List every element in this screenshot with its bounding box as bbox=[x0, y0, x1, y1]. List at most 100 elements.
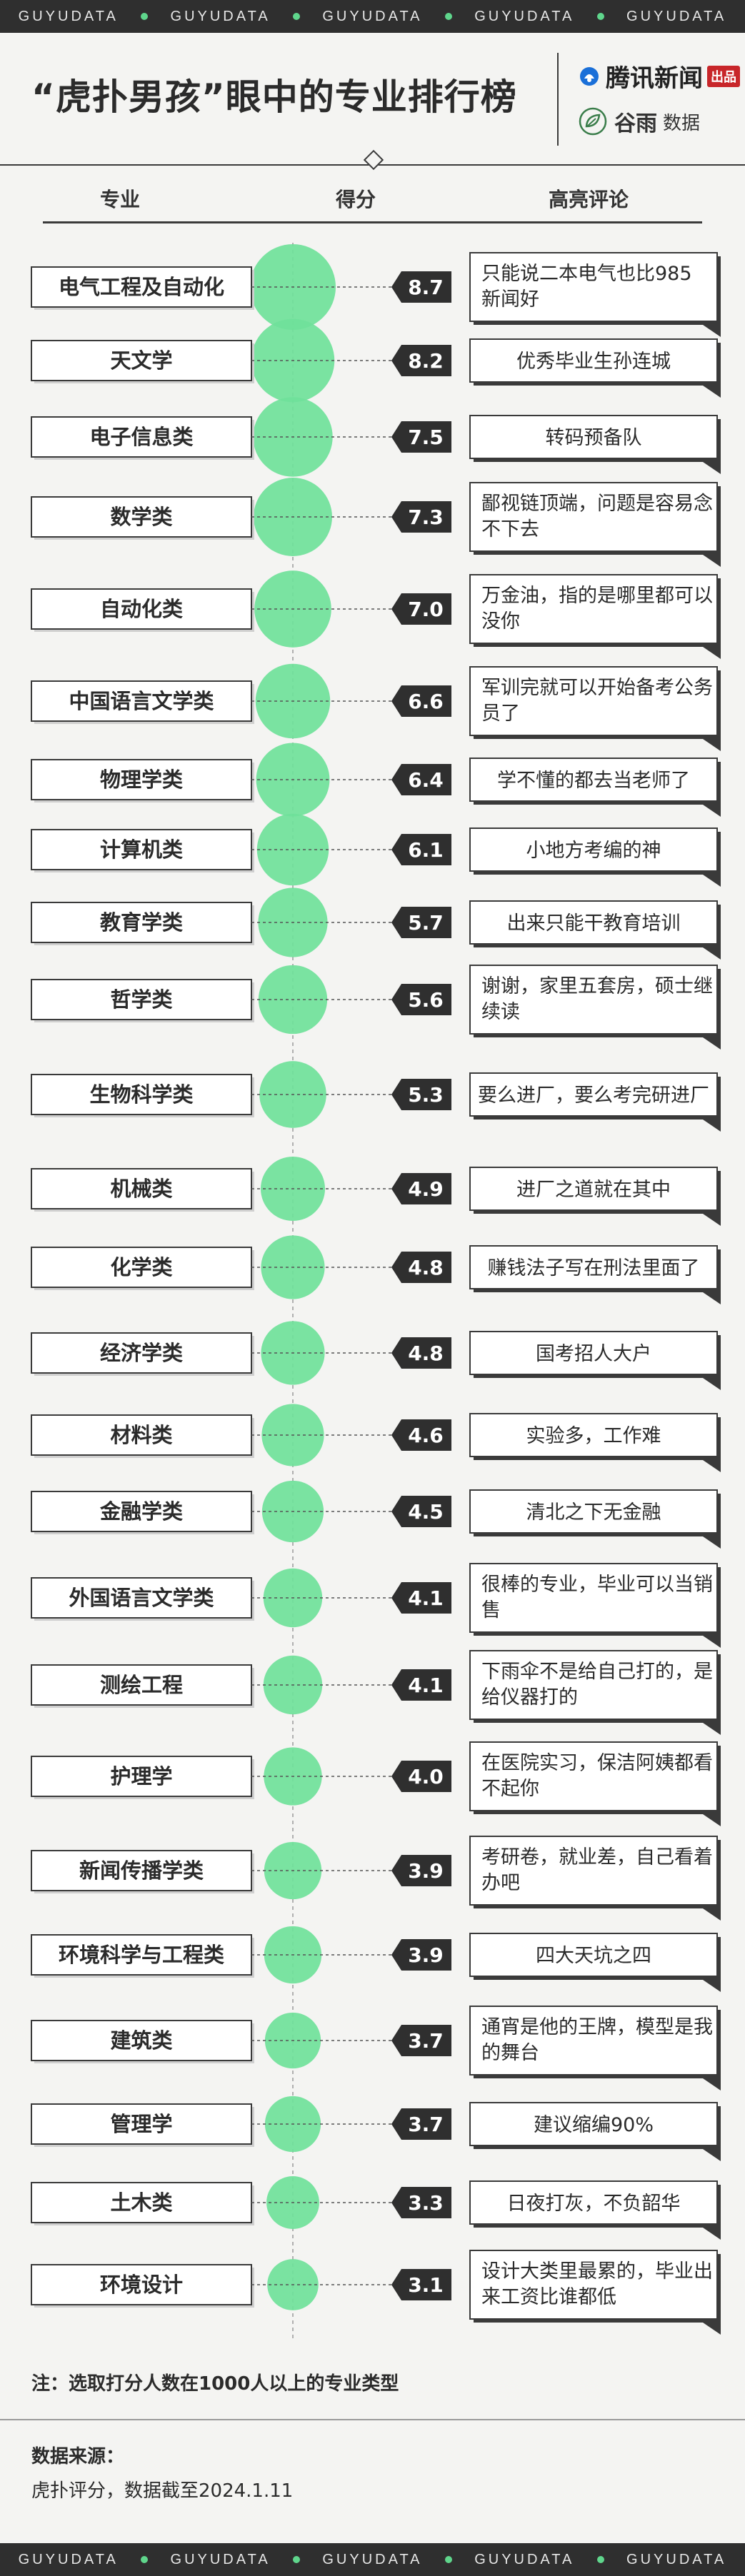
major-box bbox=[31, 2020, 252, 2061]
comment-tail-icon bbox=[703, 739, 721, 751]
chart-row: 天文学 8.2 优秀毕业生孙连城 bbox=[31, 318, 721, 403]
score-badge bbox=[391, 1079, 451, 1110]
score-label: 7.0 bbox=[408, 598, 444, 621]
comment-box bbox=[469, 2102, 718, 2146]
score-label: 7.3 bbox=[408, 505, 444, 529]
comment-text: 进厂之道就在其中 bbox=[516, 1179, 671, 1201]
chart-row: 计算机类 6.1 小地方考编的神 bbox=[31, 813, 721, 887]
comment-tail-icon bbox=[703, 1120, 721, 1132]
major-box bbox=[31, 1074, 252, 1115]
banner-word: GUYUDATA bbox=[18, 2551, 119, 2567]
major-label: 中国语言文学类 bbox=[69, 689, 214, 713]
comment-box bbox=[469, 900, 718, 945]
chart-row: 化学类 4.8 赚钱法子写在刑法里面了 bbox=[31, 1235, 721, 1304]
comment-text: 赚钱法子写在刑法里面了 bbox=[488, 1257, 700, 1279]
banner-dot-icon bbox=[444, 13, 452, 20]
comment-text: 不起你 bbox=[481, 1778, 539, 1800]
score-badge bbox=[391, 1337, 451, 1369]
comment-text: 续读 bbox=[481, 1001, 520, 1023]
comment-box bbox=[469, 827, 718, 872]
comment-text: 的舞台 bbox=[481, 2042, 539, 2064]
score-label: 4.8 bbox=[408, 1342, 444, 1365]
comment-text: 日夜打灰，不负韶华 bbox=[507, 2193, 681, 2215]
chart-row: 物理学类 6.4 学不懂的都去当老师了 bbox=[31, 743, 721, 817]
major-label: 物理学类 bbox=[100, 768, 183, 792]
major-box bbox=[31, 829, 252, 870]
major-box bbox=[31, 680, 252, 722]
comment-text: 没你 bbox=[481, 610, 520, 633]
comment-tail-icon bbox=[703, 1037, 721, 1050]
score-label: 5.7 bbox=[408, 911, 444, 935]
major-label: 数学类 bbox=[110, 505, 172, 529]
tencent-news-logo: 腾讯新闻 出品 bbox=[579, 59, 740, 94]
major-box bbox=[31, 1168, 252, 1209]
score-label: 8.7 bbox=[408, 276, 444, 299]
score-badge bbox=[391, 421, 451, 453]
score-label: 4.9 bbox=[408, 1177, 444, 1201]
comment-text: 鄙视链顶端，问题是容易念 bbox=[481, 493, 713, 515]
comment-text: 给仪器打的 bbox=[481, 1686, 578, 1709]
comment-tail-icon bbox=[703, 2228, 721, 2240]
comment-box bbox=[469, 2006, 718, 2076]
column-header-score: 得分 bbox=[336, 188, 376, 211]
banner-word: GUYUDATA bbox=[322, 2551, 423, 2567]
comment-tail-icon bbox=[703, 1980, 721, 1992]
banner-word: GUYUDATA bbox=[626, 8, 727, 24]
major-box bbox=[31, 1664, 252, 1706]
comment-text: 谢谢，家里五套房，硕士继 bbox=[481, 975, 713, 997]
chart-row: 经济学类 4.8 国考招人大户 bbox=[31, 1321, 721, 1390]
comment-text: 员了 bbox=[481, 703, 520, 725]
score-badge bbox=[391, 345, 451, 376]
major-label: 教育学类 bbox=[100, 910, 183, 935]
score-label: 6.1 bbox=[408, 838, 444, 862]
score-label: 4.1 bbox=[408, 1674, 444, 1697]
major-label: 管理学 bbox=[110, 2112, 172, 2136]
comment-text: 不下去 bbox=[481, 518, 539, 540]
score-badge bbox=[391, 1496, 451, 1527]
chart-row: 材料类 4.6 实验多，工作难 bbox=[31, 1404, 721, 1472]
score-badge bbox=[391, 271, 451, 303]
major-label: 护理学 bbox=[110, 1764, 172, 1788]
score-badge bbox=[391, 984, 451, 1015]
banner-dot-icon bbox=[596, 13, 604, 20]
banner-word: GUYUDATA bbox=[474, 2551, 575, 2567]
comment-text: 售 bbox=[481, 1599, 501, 1621]
guyu-name: 谷雨 bbox=[614, 111, 657, 136]
major-label: 机械类 bbox=[110, 1177, 172, 1201]
major-box bbox=[31, 588, 252, 630]
comment-tail-icon bbox=[703, 1536, 721, 1549]
major-label: 化学类 bbox=[110, 1255, 172, 1279]
comment-text: 要么进厂，要么考完研进厂 bbox=[478, 1085, 709, 1107]
score-label: 4.6 bbox=[408, 1424, 444, 1447]
score-badge bbox=[391, 2187, 451, 2218]
score-badge bbox=[391, 685, 451, 717]
source-text: 虎扑评分，数据截至2024.1.11 bbox=[31, 2480, 294, 2502]
comment-text: 只能说二本电气也比985 bbox=[481, 263, 692, 285]
score-label: 6.4 bbox=[408, 768, 444, 792]
chart-row: 教育学类 5.7 出来只能干教育培训 bbox=[31, 887, 721, 960]
score-badge bbox=[391, 1419, 451, 1451]
comment-text: 四大天坑之四 bbox=[536, 1945, 651, 1967]
comment-text: 新闻好 bbox=[481, 288, 539, 311]
score-badge bbox=[391, 1669, 451, 1701]
comment-box bbox=[469, 1413, 718, 1457]
major-label: 环境科学与工程类 bbox=[59, 1943, 224, 1967]
guyu-data-logo: 谷雨 数据 bbox=[579, 106, 700, 137]
comment-text: 来工资比谁都低 bbox=[481, 2286, 616, 2308]
comment-text: 小地方考编的神 bbox=[526, 840, 661, 862]
source-title: 数据来源： bbox=[31, 2446, 125, 2467]
comment-text: 国考招人大户 bbox=[536, 1343, 651, 1365]
major-box bbox=[31, 1332, 252, 1374]
comment-tail-icon bbox=[703, 1214, 721, 1226]
comment-text: 学不懂的都去当老师了 bbox=[497, 770, 690, 792]
score-label: 7.5 bbox=[408, 426, 444, 449]
score-badge bbox=[391, 834, 451, 865]
chart-row: 土木类 3.3 日夜打灰，不负韶华 bbox=[31, 2176, 721, 2240]
comment-text: 清北之下无金融 bbox=[526, 1501, 661, 1524]
score-label: 4.1 bbox=[408, 1586, 444, 1610]
